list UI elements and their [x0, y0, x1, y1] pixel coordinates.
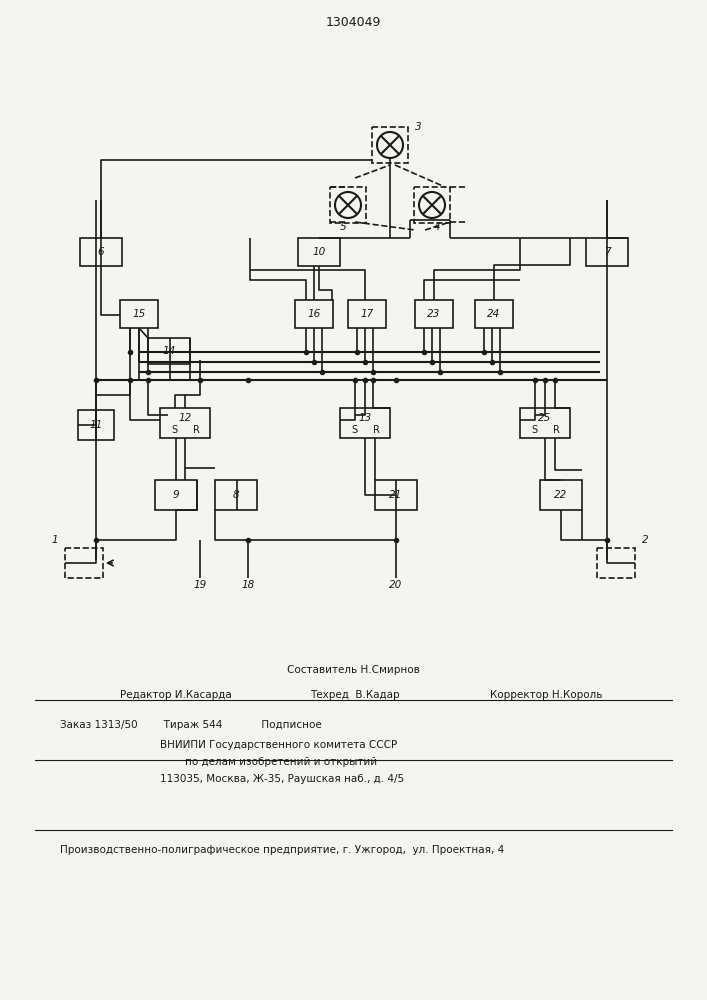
Text: 23: 23: [427, 309, 440, 319]
Bar: [298, 238, 340, 266]
Text: 18: 18: [241, 580, 255, 590]
Text: 1304049: 1304049: [325, 15, 380, 28]
Text: S: S: [351, 425, 357, 435]
Bar: [65, 548, 103, 578]
Bar: [78, 410, 114, 440]
Text: Производственно-полиграфическое предприятие, г. Ужгород,  ул. Проектная, 4: Производственно-полиграфическое предприя…: [60, 845, 504, 855]
Text: по делам изобретений и открытий: по делам изобретений и открытий: [185, 757, 377, 767]
Bar: [330, 187, 366, 223]
Bar: [520, 408, 570, 438]
Text: 15: 15: [132, 309, 146, 319]
Text: 16: 16: [308, 309, 321, 319]
Text: S: S: [171, 425, 177, 435]
Text: ВНИИПИ Государственного комитета СССР: ВНИИПИ Государственного комитета СССР: [160, 740, 397, 750]
Text: 2: 2: [642, 535, 648, 545]
Text: 13: 13: [358, 413, 372, 423]
Text: 21: 21: [390, 490, 402, 500]
Text: R: R: [373, 425, 380, 435]
Text: 24: 24: [487, 309, 501, 319]
Text: 11: 11: [89, 420, 103, 430]
Text: 12: 12: [178, 413, 192, 423]
Text: 20: 20: [390, 580, 402, 590]
Bar: [586, 238, 628, 266]
Text: 9: 9: [173, 490, 180, 500]
Bar: [414, 187, 450, 223]
Bar: [540, 480, 582, 510]
Bar: [148, 338, 190, 364]
Bar: [155, 480, 197, 510]
Text: Заказ 1313/50        Тираж 544            Подписное: Заказ 1313/50 Тираж 544 Подписное: [60, 720, 322, 730]
Text: 22: 22: [554, 490, 568, 500]
Text: 4: 4: [433, 222, 440, 232]
Text: 6: 6: [98, 247, 105, 257]
Text: 7: 7: [604, 247, 610, 257]
Text: 1: 1: [52, 535, 58, 545]
Text: R: R: [553, 425, 559, 435]
Bar: [120, 300, 158, 328]
Text: S: S: [531, 425, 537, 435]
Text: 25: 25: [538, 413, 551, 423]
Text: 113035, Москва, Ж-35, Раушская наб., д. 4/5: 113035, Москва, Ж-35, Раушская наб., д. …: [160, 774, 404, 784]
Text: 5: 5: [339, 222, 346, 232]
Bar: [215, 480, 257, 510]
Bar: [348, 300, 386, 328]
Bar: [375, 480, 417, 510]
Bar: [160, 408, 210, 438]
Text: 17: 17: [361, 309, 373, 319]
Bar: [80, 238, 122, 266]
Text: 14: 14: [163, 346, 175, 356]
Bar: [372, 127, 408, 163]
Text: 19: 19: [194, 580, 206, 590]
Text: Составитель Н.Смирнов: Составитель Н.Смирнов: [286, 665, 419, 675]
Bar: [415, 300, 453, 328]
Bar: [475, 300, 513, 328]
Text: 8: 8: [233, 490, 239, 500]
Bar: [340, 408, 390, 438]
Text: 10: 10: [312, 247, 326, 257]
Text: Редактор И.Касарда: Редактор И.Касарда: [120, 690, 232, 700]
Bar: [597, 548, 635, 578]
Bar: [295, 300, 333, 328]
Text: 3: 3: [415, 122, 421, 132]
Text: Корректор Н.Король: Корректор Н.Король: [490, 690, 602, 700]
Text: R: R: [192, 425, 199, 435]
Text: Техред  В.Кадар: Техред В.Кадар: [310, 690, 399, 700]
